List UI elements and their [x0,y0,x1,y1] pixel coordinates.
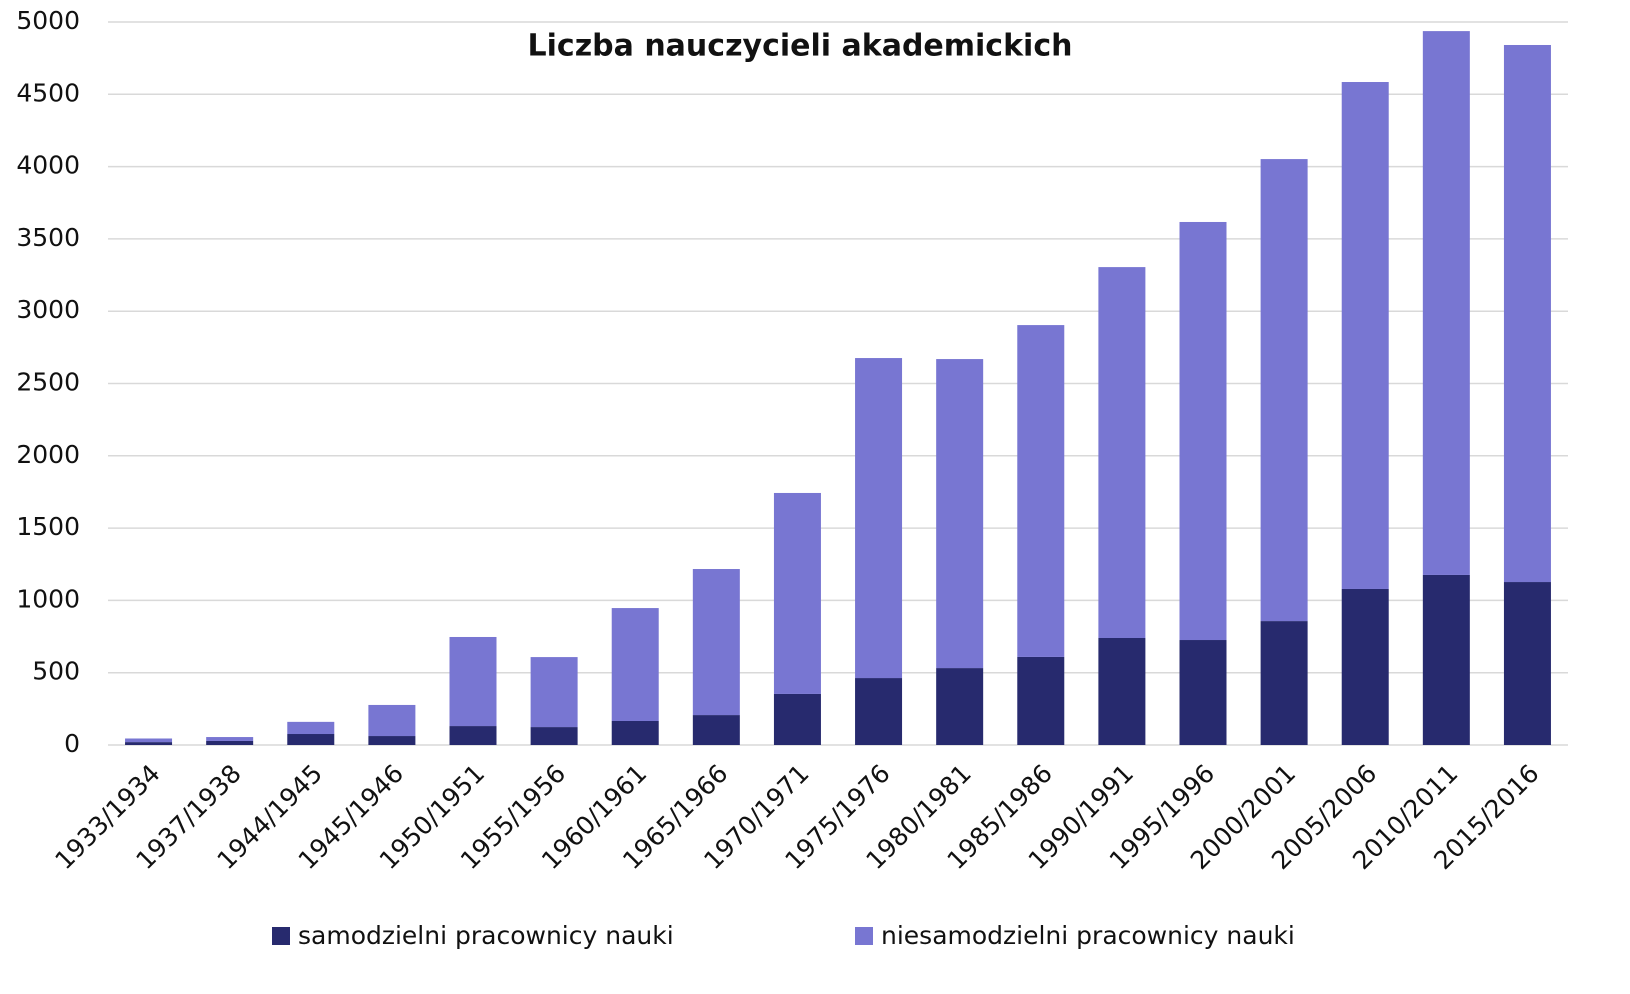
bar-segment [855,358,903,679]
bar-segment [1503,582,1551,745]
chart-title: Liczba nauczycieli akademickich [528,29,1073,64]
y-tick-label: 1500 [16,512,80,541]
bar-segment [855,678,903,745]
bar-segment [611,720,659,745]
y-tick-label: 500 [32,657,80,686]
y-tick-label: 4500 [16,78,80,107]
bar-segment [773,693,821,745]
bar-segment [206,740,254,745]
bar-segment [773,492,821,694]
bar-segment [611,608,659,721]
bar-segment [1017,325,1065,657]
bar-segment [368,704,416,737]
bar-segment [1260,621,1308,745]
y-tick-label: 3000 [16,295,80,324]
bar-segment [368,736,416,745]
bar-segment [1341,588,1389,745]
bar-segment [1098,637,1146,745]
bar-segment [936,359,984,669]
y-tick-label: 5000 [16,6,80,35]
bar-segment [1422,31,1470,575]
legend-label: samodzielni pracownicy nauki [298,921,674,950]
y-tick-label: 4000 [16,151,80,180]
bar-segment [530,727,578,745]
bar-segment [936,668,984,745]
bar-segment [1422,574,1470,745]
bar-segment [1260,159,1308,622]
bar-segment [125,738,173,743]
bar-segment [1341,82,1389,589]
bar-segment [206,737,254,741]
y-tick-label: 0 [64,729,80,758]
bar-segment [692,569,740,716]
y-tick-label: 1000 [16,584,80,613]
bar-segment [125,742,173,745]
bar-segment [287,721,335,735]
y-tick-label: 3500 [16,223,80,252]
bar-segment [287,734,335,745]
y-tick-label: 2000 [16,440,80,469]
legend-swatch [855,927,873,945]
bar-segment [1503,44,1551,583]
bar-segment [449,636,497,727]
legend-swatch [272,927,290,945]
bar-segment [449,726,497,745]
bar-segment [1098,267,1146,638]
y-tick-label: 2500 [16,368,80,397]
bar-segment [692,715,740,745]
bar-segment [1179,640,1227,745]
bar-segment [530,657,578,728]
legend-label: niesamodzielni pracownicy nauki [881,921,1295,950]
bar-segment [1179,221,1227,641]
bar-segment [1017,656,1065,745]
